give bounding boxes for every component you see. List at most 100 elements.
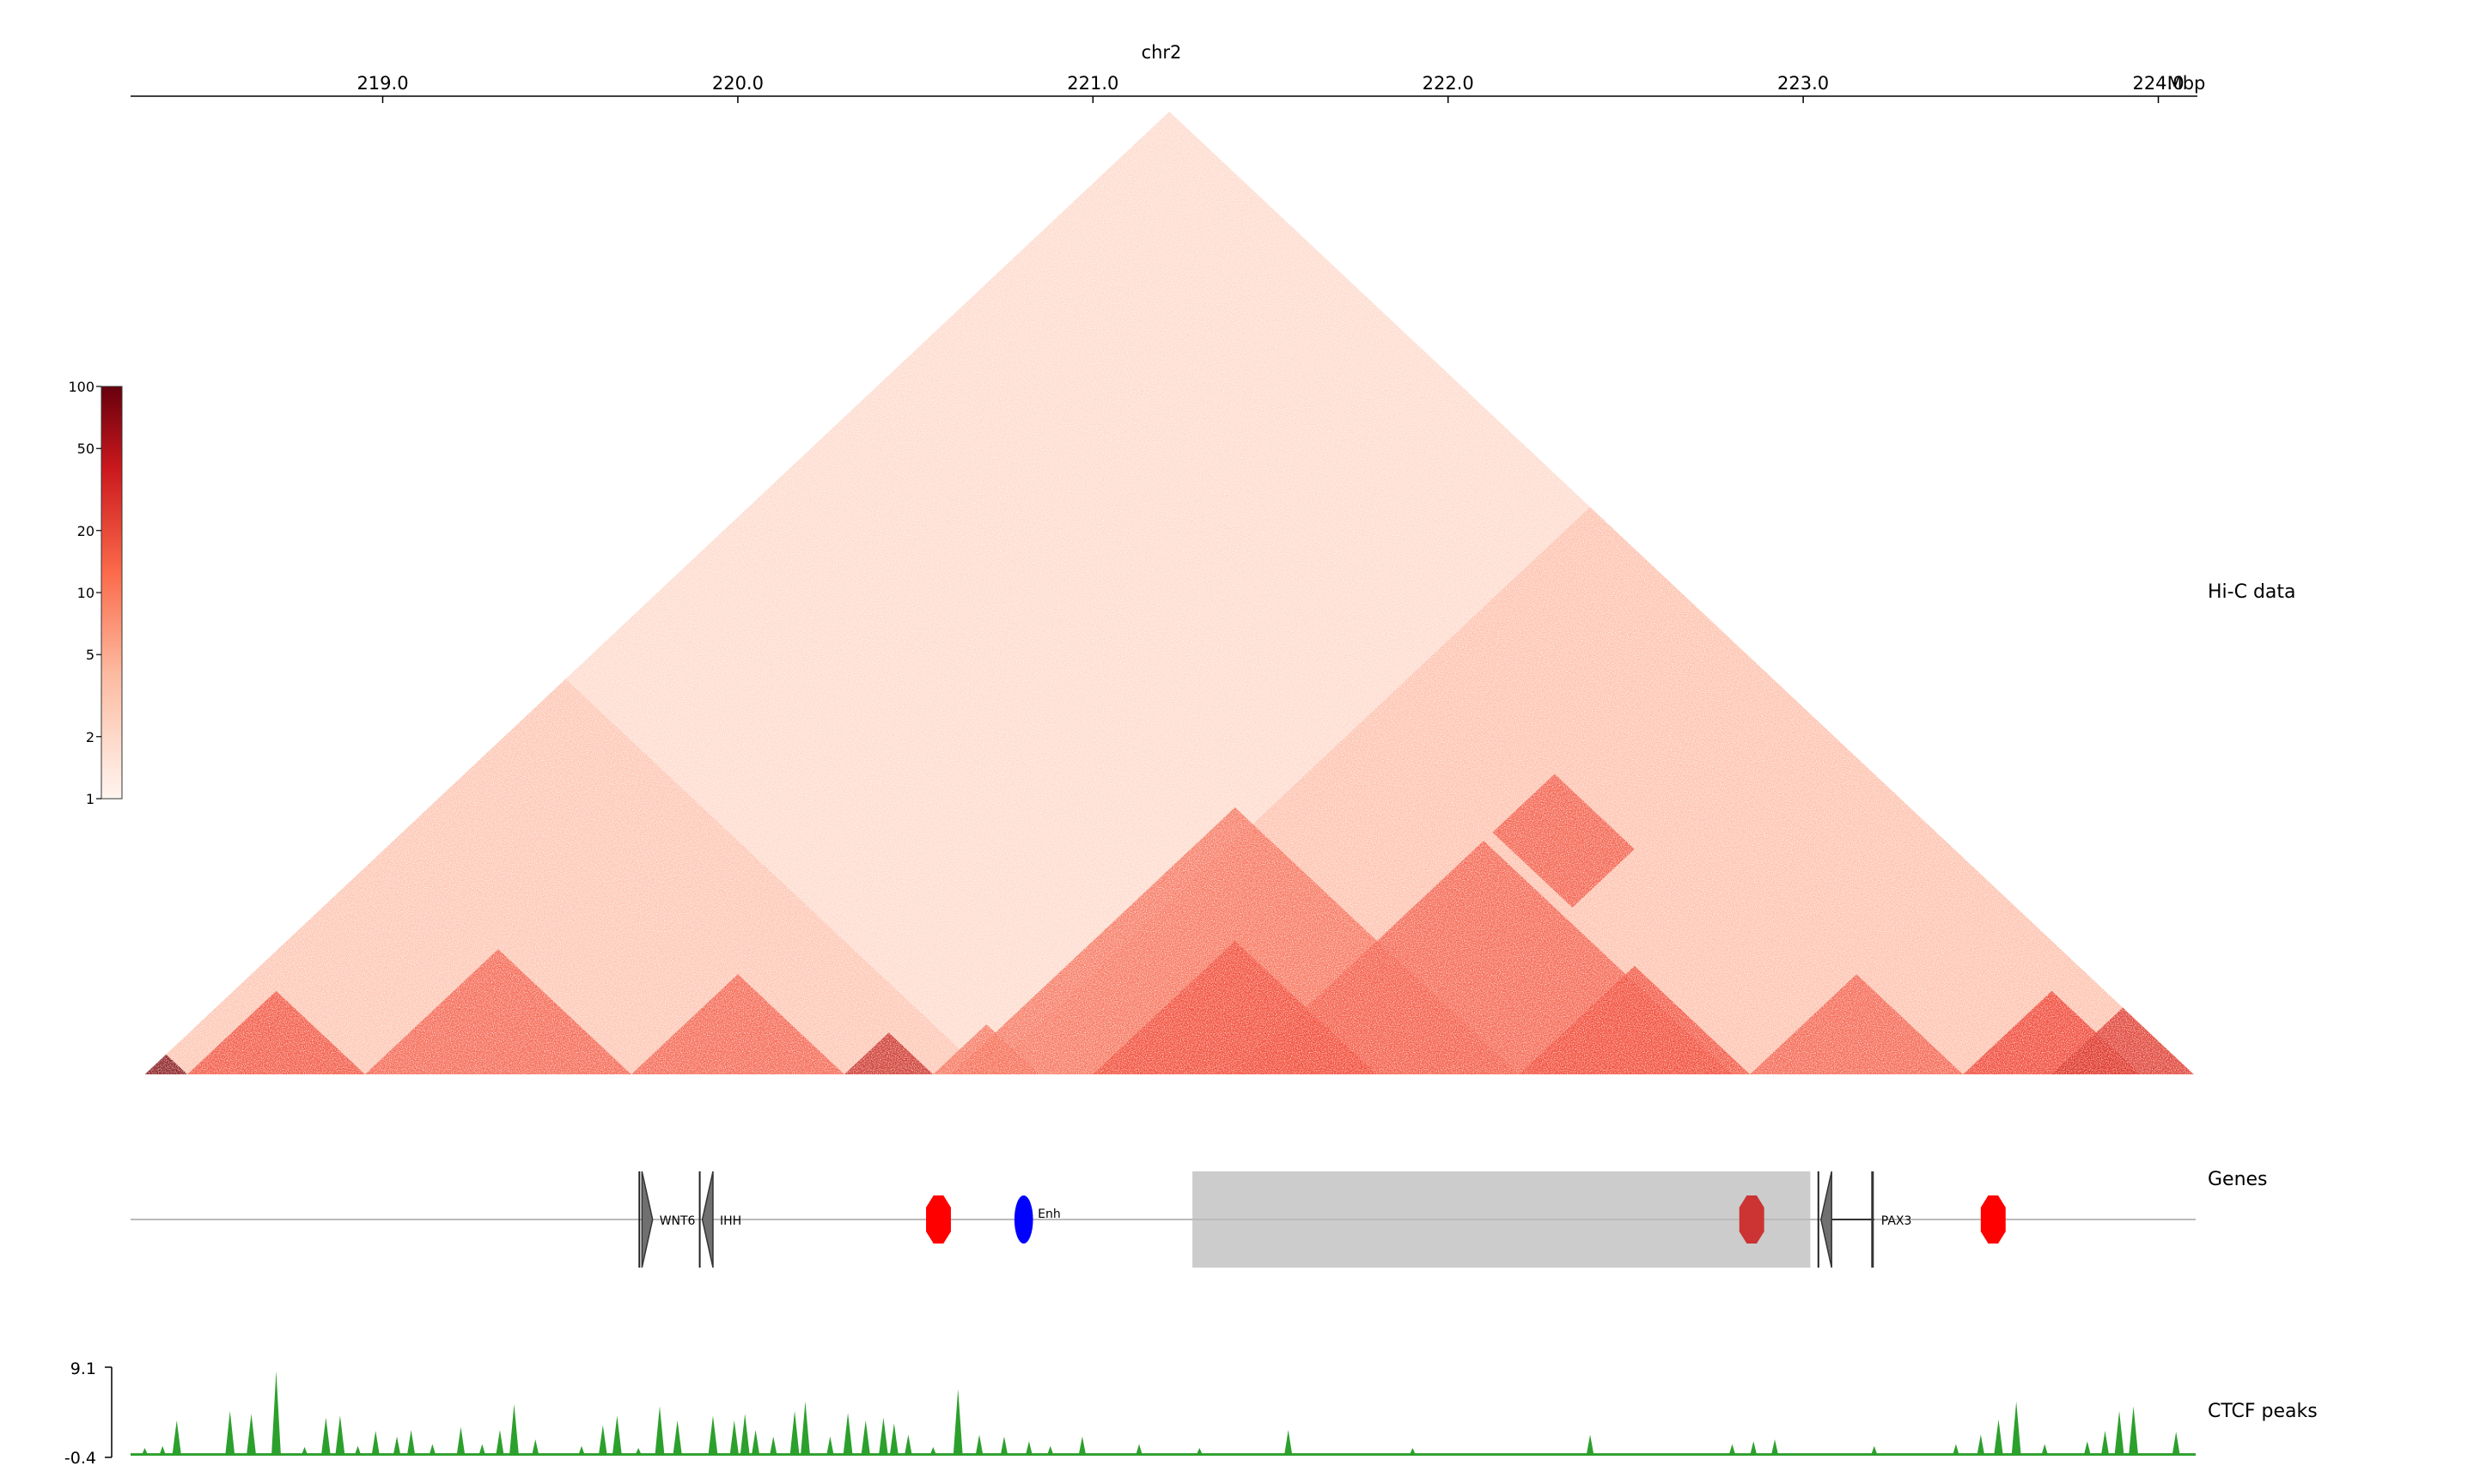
ctcf-peak <box>321 1417 331 1455</box>
colorbar-tick-label: 1 <box>86 791 94 807</box>
colorbar-tick-label: 20 <box>77 523 94 539</box>
x-tick-label: 224.0 <box>2132 73 2184 94</box>
ctcf-peak <box>975 1434 984 1455</box>
ctcf-peak <box>393 1436 401 1455</box>
ctcf-peak <box>1410 1447 1416 1455</box>
ctcf-peak <box>302 1446 308 1455</box>
ctcf-peak <box>929 1446 936 1455</box>
ctcf-peak <box>861 1420 870 1455</box>
x-tick-label: 220.0 <box>712 73 764 94</box>
ctcf-peak <box>1586 1434 1594 1455</box>
ctcf-peak <box>478 1444 485 1455</box>
gene-label: IHH <box>720 1214 741 1228</box>
ctcf-peak <box>429 1444 436 1455</box>
x-axis-unit: Mbp <box>2167 73 2206 94</box>
ctcf-site-marker <box>926 1195 951 1244</box>
ctcf-peak <box>1750 1441 1758 1455</box>
colorbar-tick-label: 2 <box>86 729 94 745</box>
ctcf-peak <box>1047 1445 1054 1455</box>
ctcf-peak <box>172 1420 181 1455</box>
ctcf-peak <box>355 1445 362 1455</box>
ctcf-peak <box>708 1415 718 1455</box>
ctcf-peak <box>509 1404 519 1455</box>
ctcf-peak <box>371 1431 380 1455</box>
ctcf-peak <box>1136 1444 1143 1455</box>
ctcf-peak <box>953 1389 963 1455</box>
ctcf-peak <box>905 1434 912 1455</box>
ctcf-peak <box>2172 1432 2180 1455</box>
colorbar-gradient <box>101 386 123 800</box>
ctcf-peak <box>1994 1419 2003 1455</box>
ctcf-peak <box>612 1415 622 1455</box>
ctcf-peak <box>740 1414 750 1455</box>
ctcf-peak <box>1953 1444 1959 1455</box>
hic-noise-texture <box>144 111 2194 1075</box>
ctcf-peak <box>789 1410 800 1455</box>
gene-label: PAX3 <box>1881 1214 1912 1228</box>
hic-track <box>144 111 2194 1075</box>
enhancer-marker <box>1014 1195 1033 1244</box>
ctcf-y-axis: 9.1 -0.4 <box>64 1359 113 1468</box>
ctcf-peak <box>826 1436 834 1455</box>
genes-track-label: Genes <box>2208 1169 2268 1190</box>
ctcf-peak <box>2041 1444 2048 1455</box>
ctcf-peak <box>2114 1410 2124 1455</box>
ctcf-site-marker <box>1980 1195 2006 1244</box>
gene-arrow <box>641 1171 654 1268</box>
ctcf-peak <box>879 1417 888 1455</box>
ctcf-peak <box>159 1445 166 1455</box>
gene-label: Enh <box>1038 1207 1061 1221</box>
ctcf-peak <box>1284 1429 1293 1455</box>
ctcf-peak <box>1196 1447 1203 1455</box>
chrom-title: chr2 <box>1142 42 1182 63</box>
x-tick-label: 222.0 <box>1423 73 1474 94</box>
ctcf-peak <box>578 1445 585 1455</box>
colorbar-tick-label: 10 <box>77 585 94 601</box>
ctcf-peak <box>2101 1431 2109 1455</box>
ctcf-peak <box>407 1429 416 1455</box>
ctcf-peak <box>1728 1444 1736 1455</box>
ctcf-peak <box>599 1425 607 1455</box>
gene-arrow <box>701 1171 714 1268</box>
x-tick-label: 219.0 <box>356 73 408 94</box>
ctcf-peak <box>752 1429 760 1455</box>
ctcf-peak <box>729 1420 739 1455</box>
ctcf-peak <box>532 1439 539 1455</box>
ctcf-track-label: CTCF peaks <box>2208 1401 2318 1422</box>
colorbar-tick-label: 50 <box>77 441 94 457</box>
ctcf-peak <box>271 1371 281 1455</box>
ctcf-peak <box>1771 1439 1778 1455</box>
ctcf-site-marker <box>1739 1195 1764 1244</box>
colorbar-tick-label: 100 <box>68 379 94 395</box>
ctcf-peak <box>673 1420 682 1455</box>
x-tick-label: 221.0 <box>1067 73 1118 94</box>
gene-arrow <box>1820 1171 1832 1268</box>
ctcf-peak <box>889 1423 899 1455</box>
ctcf-peak <box>2011 1401 2021 1455</box>
x-axis: 219.0 220.0 221.0 222.0 223.0 224.0 Mbp <box>131 73 2205 103</box>
ctcf-peak <box>770 1436 777 1455</box>
hic-colorbar: 1 2 5 10 20 50 100 <box>68 379 123 807</box>
ctcf-peak <box>801 1401 810 1455</box>
ctcf-y-min: -0.4 <box>64 1449 96 1468</box>
ctcf-peak <box>456 1426 466 1455</box>
gene-label: WNT6 <box>660 1214 696 1228</box>
ctcf-peak <box>1026 1441 1033 1455</box>
x-tick-label: 223.0 <box>1777 73 1829 94</box>
ctcf-peak <box>142 1447 148 1455</box>
ctcf-peak <box>655 1406 665 1455</box>
ctcf-peak <box>2084 1441 2091 1455</box>
ctcf-peak <box>1000 1436 1008 1455</box>
ctcf-peak <box>1977 1434 1985 1455</box>
ctcf-peak <box>1078 1436 1086 1455</box>
ctcf-peak <box>2129 1406 2138 1455</box>
ctcf-peak <box>225 1410 235 1455</box>
ctcf-peak <box>247 1414 256 1455</box>
ctcf-peak <box>496 1429 504 1455</box>
ctcf-peak <box>843 1413 853 1455</box>
ctcf-track: 9.1 -0.4 <box>64 1359 2196 1468</box>
ctcf-y-max: 9.1 <box>70 1359 96 1378</box>
genes-track: WNT6 IHH Enh PAX3 <box>131 1171 2196 1268</box>
colorbar-tick-label: 5 <box>86 647 94 663</box>
